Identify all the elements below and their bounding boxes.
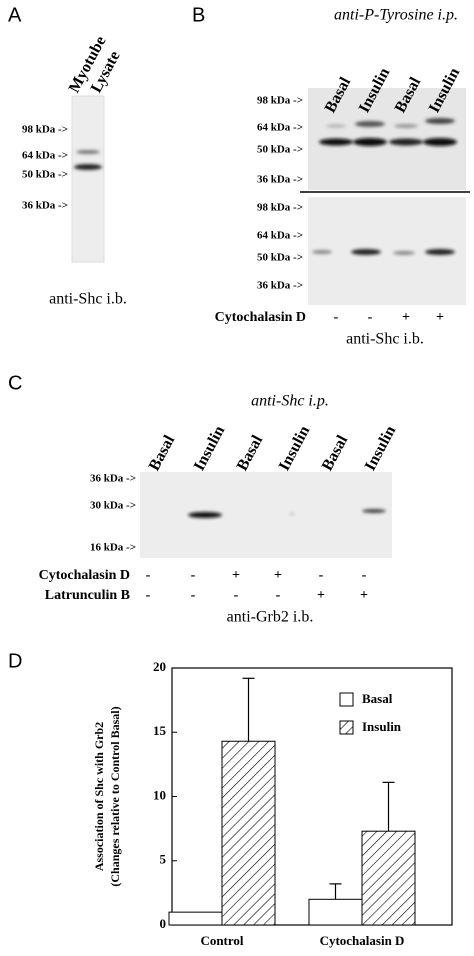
treatment-mark: + — [402, 310, 410, 325]
panel-label: A — [8, 4, 22, 26]
lane-label: Insulin — [191, 423, 229, 473]
blot — [71, 95, 105, 263]
band — [76, 150, 100, 154]
treatment-mark: + — [317, 588, 325, 603]
y-tick-label: 10 — [153, 787, 166, 802]
y-tick-label: 15 — [153, 723, 167, 738]
marker-label: 36 kDa -> — [90, 473, 136, 485]
lane-label: Basal — [146, 432, 179, 473]
marker-label: 64 kDa -> — [257, 230, 303, 242]
bar — [221, 740, 276, 926]
marker-label: 36 kDa -> — [257, 174, 303, 186]
marker-label: 50 kDa -> — [257, 144, 303, 156]
panel-label: B — [192, 4, 205, 26]
marker-label: 36 kDa -> — [257, 280, 303, 292]
lane-label: Basal — [234, 432, 267, 473]
marker-label: 30 kDa -> — [90, 500, 136, 512]
caption: anti-Shc i.b. — [346, 331, 424, 348]
marker-label: 16 kDa -> — [90, 542, 136, 554]
treatment-mark: - — [191, 588, 196, 603]
treatment-mark: - — [362, 568, 367, 583]
treatment-mark: - — [191, 568, 196, 583]
marker-label: 98 kDa -> — [22, 124, 68, 136]
treatment-label: Latrunculin B — [45, 588, 130, 603]
caption: anti-Grb2 i.b. — [227, 609, 314, 626]
marker-label: 64 kDa -> — [257, 122, 303, 134]
y-axis-label: Association of Shc with Grb2 — [92, 722, 106, 871]
treatment-mark: - — [146, 588, 151, 603]
panel-title: anti-Shc i.p. — [251, 393, 329, 410]
treatment-label: Cytochalasin D — [39, 568, 130, 583]
treatment-mark: - — [234, 588, 239, 603]
lane-label: Insulin — [276, 423, 314, 473]
x-tick-label: Control — [200, 933, 243, 948]
lane-label: Insulin — [362, 423, 400, 473]
y-tick-label: 5 — [160, 852, 167, 867]
treatment-mark: - — [146, 568, 151, 583]
treatment-mark: + — [436, 310, 444, 325]
bar — [308, 898, 363, 926]
legend-label: Basal — [362, 691, 393, 706]
lane-label: Basal — [319, 432, 352, 473]
treatment-mark: - — [334, 310, 339, 325]
panel-title: anti-P-Tyrosine i.p. — [334, 7, 458, 24]
marker-label: 50 kDa -> — [257, 252, 303, 264]
legend-label: Insulin — [362, 719, 402, 734]
marker-label: 98 kDa -> — [257, 95, 303, 107]
treatment-mark: - — [368, 310, 373, 325]
blot — [140, 472, 392, 558]
treatment-mark: - — [276, 588, 281, 603]
panel-label: C — [8, 372, 22, 394]
bands — [188, 509, 386, 518]
marker-label: 98 kDa -> — [257, 202, 303, 214]
bar — [168, 911, 223, 926]
treatment-mark: + — [232, 568, 240, 583]
y-tick-label: 0 — [160, 916, 167, 931]
marker-label: 36 kDa -> — [22, 200, 68, 212]
treatment-mark: - — [319, 568, 324, 583]
y-tick-label: 20 — [153, 659, 166, 674]
bands — [312, 118, 457, 255]
legend-swatch — [339, 720, 354, 735]
bar — [361, 830, 416, 926]
marker-label: 64 kDa -> — [22, 150, 68, 162]
marker-label: 50 kDa -> — [22, 169, 68, 181]
y-axis-label: (Changes relative to Control Basal) — [108, 706, 122, 886]
panel-label: D — [8, 650, 22, 672]
caption: anti-Shc i.b. — [49, 291, 127, 308]
band — [74, 164, 102, 170]
treatment-mark: + — [274, 568, 282, 583]
x-tick-label: Cytochalasin D — [320, 933, 405, 948]
treatment-mark: + — [360, 588, 368, 603]
legend-swatch — [339, 692, 354, 707]
treatment-label: Cytochalasin D — [215, 310, 306, 325]
